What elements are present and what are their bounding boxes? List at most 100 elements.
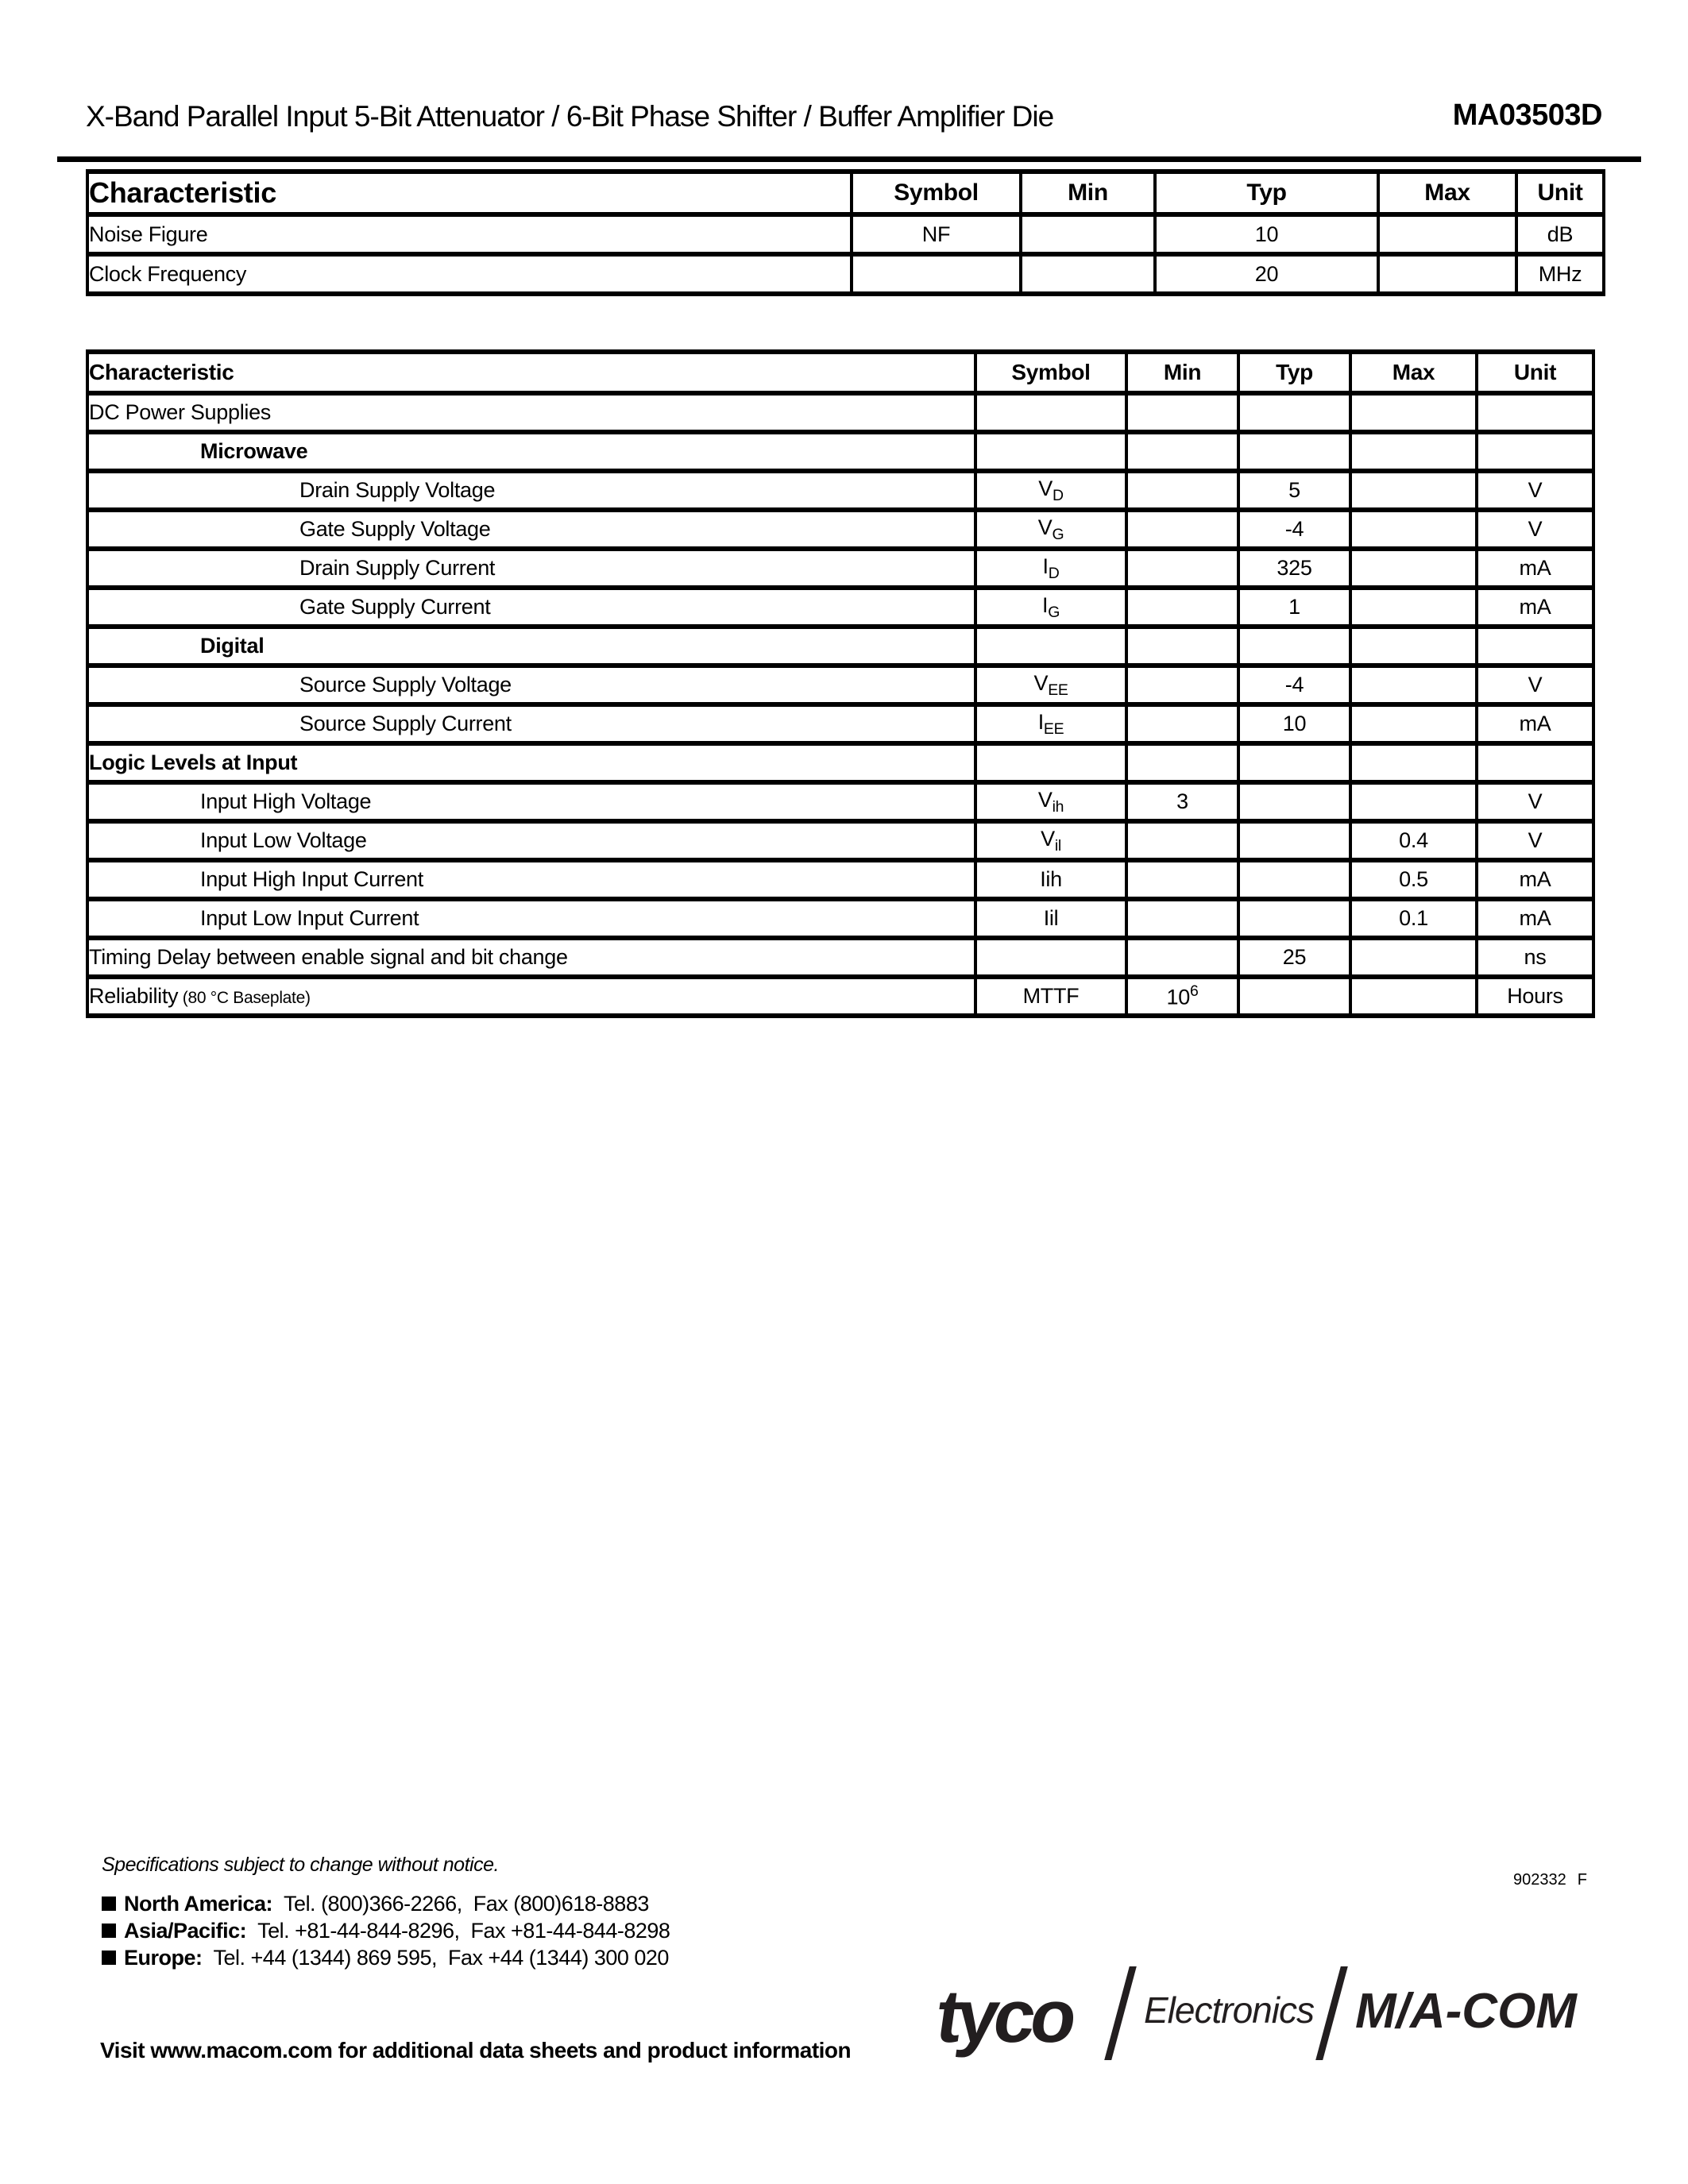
row-characteristic: Input High Input Current (200, 867, 423, 891)
subscript: ih (1052, 797, 1064, 816)
row-characteristic-note: (80 °C Baseplate) (178, 989, 311, 1007)
row-characteristic: Timing Delay between enable signal and b… (89, 945, 568, 969)
cell-min (1125, 546, 1240, 590)
column-header: Max (1349, 349, 1478, 396)
cell-typ: -4 (1237, 507, 1352, 551)
cell-unit: V (1475, 469, 1595, 512)
subscript: EE (1048, 681, 1068, 699)
cell-typ: 325 (1237, 546, 1352, 590)
cell-max (1349, 469, 1478, 512)
table-row: Noise Figure NF 10 dB (86, 212, 1605, 257)
cell-symbol: VEE (974, 663, 1128, 707)
table-row: Source Supply Voltage VEE -4 V (86, 663, 1595, 707)
row-characteristic: Gate Supply Current (299, 595, 491, 619)
table-row: Gate Supply Current IG 1 mA (86, 585, 1595, 629)
cell-symbol (974, 936, 1128, 979)
column-header: Unit (1515, 169, 1605, 217)
cell-max (1349, 702, 1478, 746)
cell-characteristic: DC Power Supplies (86, 391, 977, 434)
cell-unit (1475, 741, 1595, 785)
cell-max (1349, 936, 1478, 979)
row-characteristic: Noise Figure (89, 222, 208, 246)
cell-typ: 10 (1153, 212, 1380, 257)
row-characteristic: Source Supply Current (299, 712, 512, 735)
cell-unit: mA (1475, 897, 1595, 940)
cell-max (1349, 585, 1478, 629)
contact-line: Asia/Pacific: Tel. +81-44-844-8296, Fax +… (102, 1917, 670, 1944)
cell-max: 0.1 (1349, 897, 1478, 940)
cell-symbol: IG (974, 585, 1128, 629)
cell-unit (1475, 391, 1595, 434)
contact-details: Tel. +44 (1344) 869 595, Fax +44 (1344) … (213, 1945, 670, 1970)
cell-characteristic: Noise Figure (86, 212, 853, 257)
row-characteristic: Drain Supply Voltage (299, 478, 496, 502)
cell-typ: 1 (1237, 585, 1352, 629)
table-row: Drain Supply Current ID 325 mA (86, 546, 1595, 590)
row-characteristic: Input Low Voltage (200, 828, 367, 852)
cell-typ: 5 (1237, 469, 1352, 512)
column-header: Typ (1153, 169, 1380, 217)
cell-unit (1475, 430, 1595, 473)
cell-characteristic: Logic Levels at Input (86, 741, 977, 785)
cell-unit: ns (1475, 936, 1595, 979)
cell-characteristic: Microwave (86, 430, 977, 473)
table-header-row: Characteristic Symbol Min Typ Max Unit (86, 169, 1605, 217)
subscript: D (1048, 564, 1060, 582)
cell-max (1349, 780, 1478, 824)
column-header: Max (1377, 169, 1518, 217)
cell-max (1349, 974, 1478, 1018)
table-row: Gate Supply Voltage VG -4 V (86, 507, 1595, 551)
row-characteristic: Digital (200, 634, 265, 658)
cell-unit: V (1475, 780, 1595, 824)
table-row: Timing Delay between enable signal and b… (86, 936, 1595, 979)
column-header: Symbol (974, 349, 1128, 396)
contact-line: North America: Tel. (800)366-2266, Fax (8… (102, 1890, 670, 1917)
part-number: MA03503D (1452, 98, 1603, 132)
cell-min (1125, 469, 1240, 512)
cell-max (1349, 663, 1478, 707)
cell-typ (1237, 819, 1352, 862)
cell-min (1125, 702, 1240, 746)
row-characteristic: Source Supply Voltage (299, 673, 512, 696)
cell-characteristic: Input High Input Current (86, 858, 977, 901)
document-number: 902332 F (1513, 1871, 1587, 1889)
spec-change-notice: Specifications subject to change without… (102, 1854, 499, 1876)
column-header: Symbol (850, 169, 1022, 217)
table-row: Reliability (80 °C Baseplate) MTTF 106 Hour… (86, 974, 1595, 1018)
cell-characteristic: Input Low Input Current (86, 897, 977, 940)
cell-min (1125, 741, 1240, 785)
cell-unit: mA (1475, 585, 1595, 629)
doc-revision: F (1577, 1871, 1587, 1889)
cell-max (1349, 546, 1478, 590)
cell-min (1125, 391, 1240, 434)
cell-characteristic: Source Supply Current (86, 702, 977, 746)
cell-symbol: IEE (974, 702, 1128, 746)
table-row: Source Supply Current IEE 10 mA (86, 702, 1595, 746)
subscript: D (1052, 486, 1064, 504)
cell-unit (1475, 624, 1595, 668)
cell-unit: dB (1515, 212, 1605, 257)
row-characteristic: Microwave (200, 439, 308, 463)
row-characteristic: DC Power Supplies (89, 400, 272, 424)
cell-min (1125, 663, 1240, 707)
subscript: il (1054, 836, 1061, 855)
cell-min: 3 (1125, 780, 1240, 824)
subscript: G (1048, 603, 1060, 621)
cell-symbol: VG (974, 507, 1128, 551)
cell-symbol: Vil (974, 819, 1128, 862)
cell-max (1349, 430, 1478, 473)
cell-max (1349, 391, 1478, 434)
row-characteristic: Clock Frequency (89, 261, 247, 286)
cell-max: 0.5 (1349, 858, 1478, 901)
cell-characteristic: Clock Frequency (86, 252, 853, 296)
cell-characteristic: Gate Supply Voltage (86, 507, 977, 551)
cell-min (1125, 936, 1240, 979)
column-header: Characteristic (86, 349, 977, 396)
column-header: Unit (1475, 349, 1595, 396)
cell-characteristic: Input Low Voltage (86, 819, 977, 862)
cell-min (1125, 858, 1240, 901)
table-row: Logic Levels at Input (86, 741, 1595, 785)
cell-max (1349, 507, 1478, 551)
table-row: Input Low Input Current Iil 0.1 mA (86, 897, 1595, 940)
cell-unit: Hours (1475, 974, 1595, 1018)
